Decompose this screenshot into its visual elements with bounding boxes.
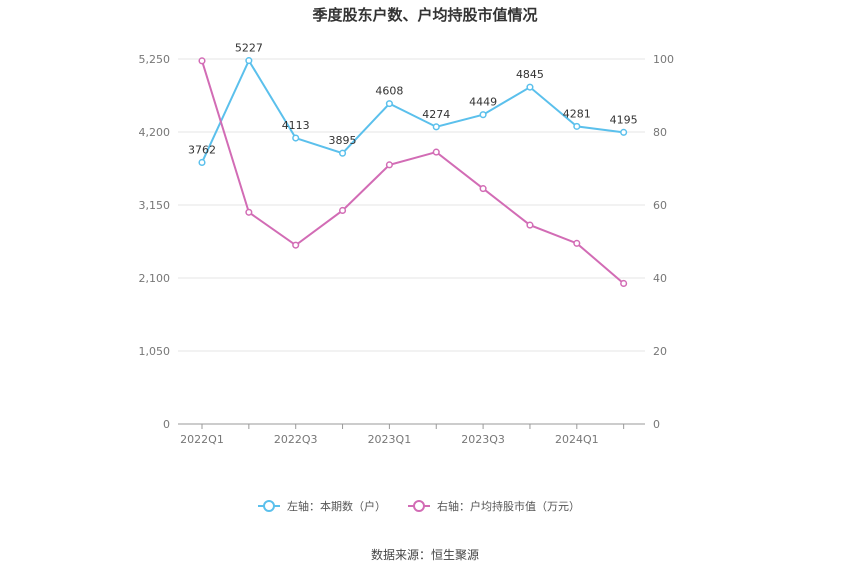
series-2 <box>198 57 628 288</box>
data-point <box>339 149 347 157</box>
data-point <box>432 148 440 156</box>
right-axis-tick-label: 100 <box>653 53 674 66</box>
data-point <box>385 100 393 108</box>
left-axis-tick-label: 5,250 <box>139 53 171 66</box>
data-source: 数据来源：恒生聚源 <box>371 547 479 562</box>
data-label: 4113 <box>282 119 310 132</box>
data-label: 5227 <box>235 42 263 55</box>
data-point <box>620 128 628 136</box>
right-axis-tick-label: 0 <box>653 418 660 431</box>
data-point <box>479 185 487 193</box>
data-point <box>198 57 206 65</box>
x-axis-tick-label: 2022Q1 <box>180 433 224 446</box>
right-axis-tick-label: 80 <box>653 126 667 139</box>
data-point <box>292 134 300 142</box>
x-axis-tick-label: 2022Q3 <box>274 433 318 446</box>
data-point <box>526 83 534 91</box>
data-point <box>292 241 300 249</box>
chart-title: 季度股东户数、户均持股市值情况 <box>312 6 537 24</box>
data-label: 4449 <box>469 96 497 109</box>
left-axis-tick-label: 3,150 <box>139 199 171 212</box>
series-1: 3762 5227 4113 3895 4608 4274 4449 4845 4281 4195 <box>188 42 638 167</box>
right-axis-tick-label: 20 <box>653 345 667 358</box>
data-point <box>573 239 581 247</box>
x-axis-tick-label: 2023Q3 <box>461 433 505 446</box>
data-point <box>198 158 206 167</box>
data-label: 3762 <box>188 143 216 156</box>
legend-item: 左轴：本期数（户） <box>258 499 386 513</box>
series: 3762 5227 4113 3895 4608 4274 4449 4845 4281 4195 <box>188 42 638 288</box>
left-axis-tick-label: 1,050 <box>139 345 171 358</box>
data-point <box>432 123 440 131</box>
series-line <box>201 60 625 285</box>
x-axis-tick-label: 2023Q1 <box>368 433 412 446</box>
data-point <box>620 279 628 288</box>
data-label: 4274 <box>422 108 450 121</box>
legend-item: 右轴：户均持股市值（万元） <box>408 499 580 513</box>
data-point <box>339 206 347 215</box>
grid <box>178 58 645 352</box>
left-axis-tick-label: 4,200 <box>139 126 171 139</box>
left-axis-tick-label: 0 <box>163 418 170 431</box>
data-label: 3895 <box>329 134 357 147</box>
legend-swatch-marker <box>263 500 275 512</box>
data-point <box>385 161 393 169</box>
data-point <box>526 221 534 229</box>
data-label: 4281 <box>563 107 591 120</box>
series-line <box>201 58 624 163</box>
left-axis-tick-label: 2,100 <box>139 272 171 285</box>
data-point <box>245 208 253 216</box>
right-axis-tick-label: 60 <box>653 199 667 212</box>
data-label: 4608 <box>375 85 403 98</box>
data-point <box>479 111 487 119</box>
axes: 0 0 1,050 20 2,100 40 3,150 60 4,200 80 5,250 100 20… <box>139 53 675 446</box>
right-axis-tick-label: 40 <box>653 272 667 285</box>
legend-label: 右轴：户均持股市值（万元） <box>437 499 580 513</box>
legend: 左轴：本期数（户） 右轴：户均持股市值（万元） <box>258 499 580 513</box>
data-label: 4195 <box>610 113 638 126</box>
legend-label: 左轴：本期数（户） <box>287 499 386 513</box>
legend-swatch-marker <box>413 500 425 512</box>
x-axis-tick-label: 2024Q1 <box>555 433 599 446</box>
data-point <box>573 122 581 130</box>
data-point <box>245 57 253 65</box>
data-label: 4845 <box>516 68 544 81</box>
